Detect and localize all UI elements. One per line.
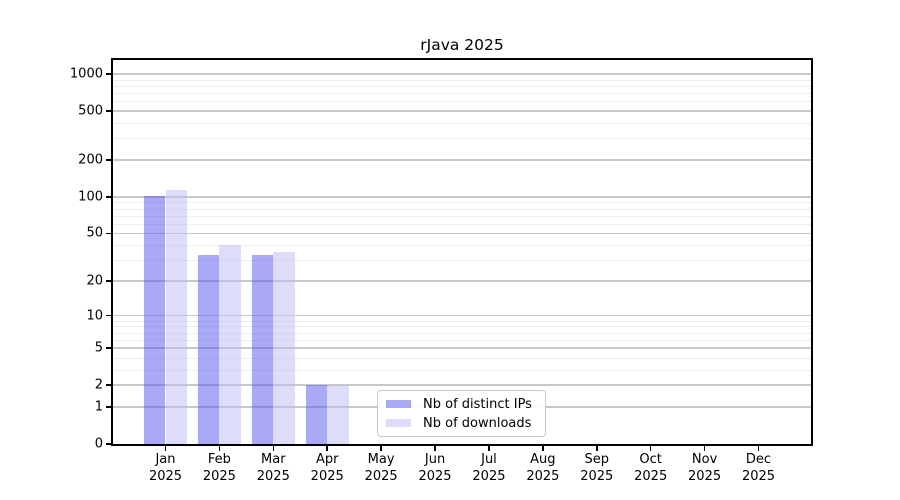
x-tick-mark bbox=[380, 445, 382, 451]
bar-ips-jan bbox=[143, 196, 166, 444]
x-tick-mark bbox=[703, 445, 706, 451]
x-tick-mark bbox=[542, 445, 544, 451]
x-tick-label: Aug 2025 bbox=[526, 452, 560, 484]
x-tick-label: Sep 2025 bbox=[580, 452, 614, 484]
y-tick-label: 100 bbox=[78, 189, 103, 205]
y-tick-label: 1 bbox=[94, 399, 103, 415]
gridline-major bbox=[113, 280, 811, 282]
y-tick-label: 5 bbox=[94, 340, 103, 356]
gridline-minor bbox=[113, 332, 811, 334]
gridline-minor bbox=[113, 339, 811, 341]
y-tick-mark bbox=[106, 159, 111, 161]
gridline-major bbox=[113, 232, 811, 235]
gridline-major bbox=[113, 196, 811, 198]
legend-label-downloads: Nb of downloads bbox=[423, 415, 532, 431]
x-tick-label: Feb 2025 bbox=[202, 452, 236, 484]
legend-swatch-downloads bbox=[386, 419, 411, 427]
gridline-minor bbox=[113, 79, 811, 81]
gridline-major bbox=[113, 314, 811, 317]
x-tick-label: Jun 2025 bbox=[418, 452, 452, 484]
gridline-major bbox=[113, 110, 811, 112]
spine-bottom bbox=[111, 444, 813, 446]
gridline-minor bbox=[113, 357, 811, 359]
x-tick-mark bbox=[326, 445, 329, 451]
legend-row-downloads: Nb of downloads bbox=[386, 416, 537, 431]
gridline-minor bbox=[113, 215, 811, 217]
gridline-minor bbox=[113, 223, 811, 225]
gridline-minor bbox=[113, 245, 811, 247]
gridline-minor bbox=[113, 208, 811, 210]
x-tick-mark bbox=[218, 445, 221, 451]
bar-downloads-mar bbox=[273, 252, 295, 444]
y-tick-label: 500 bbox=[78, 103, 103, 119]
y-tick-mark bbox=[106, 280, 111, 282]
y-tick-label: 200 bbox=[78, 152, 103, 168]
bar-downloads-apr bbox=[327, 385, 349, 444]
y-tick-label: 2 bbox=[94, 377, 103, 393]
legend-label-distinct-ips: Nb of distinct IPs bbox=[423, 396, 532, 412]
spine-right bbox=[811, 58, 813, 446]
bar-ips-mar bbox=[251, 255, 274, 444]
x-tick-label: Oct 2025 bbox=[634, 452, 668, 484]
x-tick-mark bbox=[488, 445, 490, 451]
x-tick-label: Mar 2025 bbox=[256, 452, 290, 484]
spine-left bbox=[111, 58, 113, 446]
x-tick-label: Apr 2025 bbox=[310, 452, 344, 484]
gridline-minor bbox=[113, 260, 811, 262]
gridline-major bbox=[113, 159, 811, 161]
gridline-major bbox=[113, 384, 811, 386]
x-tick-mark bbox=[164, 445, 167, 451]
bar-ips-apr bbox=[305, 385, 328, 444]
y-tick-mark bbox=[106, 406, 111, 408]
chart-title: rJava 2025 bbox=[420, 36, 504, 54]
y-tick-mark bbox=[106, 110, 111, 112]
gridline-minor bbox=[113, 101, 811, 103]
x-tick-mark bbox=[272, 445, 275, 451]
plot-area: 1000 500 200 100 50 20 10 5 2 1 0 Jan 2025 Feb 2025 M… bbox=[70, 58, 813, 484]
gridline-major bbox=[113, 347, 811, 349]
y-tick-mark bbox=[106, 232, 111, 235]
bar-downloads-jan bbox=[165, 189, 188, 444]
y-tick-label: 20 bbox=[86, 273, 103, 289]
x-tick-label: Jan 2025 bbox=[148, 452, 183, 484]
x-tick-label: Jul 2025 bbox=[472, 452, 506, 484]
legend-swatch-distinct-ips bbox=[386, 400, 411, 408]
legend-row-distinct-ips: Nb of distinct IPs bbox=[386, 397, 537, 412]
bar-ips-feb bbox=[197, 255, 220, 444]
gridline-major bbox=[113, 73, 811, 75]
bar-downloads-feb bbox=[219, 245, 242, 444]
x-tick-label: May 2025 bbox=[364, 452, 398, 484]
gridline-minor bbox=[113, 369, 811, 371]
gridline-minor bbox=[113, 122, 811, 124]
gridline-minor bbox=[113, 138, 811, 140]
y-tick-label: 50 bbox=[86, 225, 103, 241]
x-tick-mark bbox=[595, 445, 598, 451]
y-tick-mark bbox=[106, 73, 111, 75]
y-tick-label: 0 bbox=[94, 436, 103, 452]
x-tick-mark bbox=[649, 445, 652, 451]
y-tick-mark bbox=[106, 443, 111, 445]
y-tick-mark bbox=[106, 196, 111, 198]
gridline-minor bbox=[113, 320, 811, 322]
x-tick-label: Dec 2025 bbox=[741, 452, 776, 484]
y-tick-mark bbox=[106, 347, 111, 349]
gridline-minor bbox=[113, 85, 811, 87]
x-tick-label: Nov 2025 bbox=[688, 452, 722, 484]
y-tick-mark bbox=[106, 314, 111, 317]
x-tick-mark bbox=[757, 445, 760, 451]
gridline-minor bbox=[113, 326, 811, 328]
x-tick-mark bbox=[434, 445, 436, 451]
gridline-minor bbox=[113, 93, 811, 95]
legend: Nb of distinct IPs Nb of downloads bbox=[377, 390, 546, 437]
y-tick-label: 10 bbox=[86, 308, 103, 324]
spine-top bbox=[111, 58, 813, 60]
y-tick-label: 1000 bbox=[69, 66, 103, 82]
y-tick-mark bbox=[106, 384, 111, 386]
gridline-minor bbox=[113, 202, 811, 204]
